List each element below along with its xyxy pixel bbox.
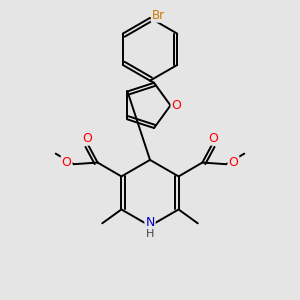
Text: O: O: [61, 156, 71, 169]
Text: O: O: [208, 132, 218, 145]
Text: H: H: [146, 229, 154, 239]
Text: O: O: [82, 132, 92, 145]
Text: O: O: [172, 99, 182, 112]
Text: O: O: [229, 156, 238, 169]
Text: Br: Br: [152, 9, 165, 22]
Text: N: N: [145, 216, 155, 229]
